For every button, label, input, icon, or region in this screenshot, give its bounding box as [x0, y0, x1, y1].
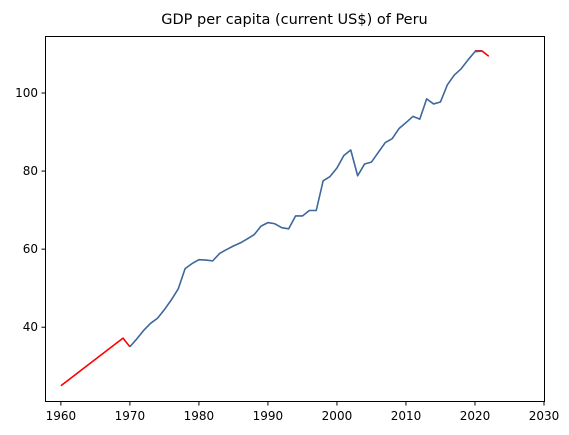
x-tick-label: 1970 [115, 409, 146, 423]
y-tick-label: 100 [15, 86, 38, 100]
series-layer [60, 50, 490, 387]
x-tick-label: 2010 [391, 409, 422, 423]
x-tick-label: 1960 [46, 409, 77, 423]
x-tick-label: 2030 [529, 409, 560, 423]
x-tick-label: 1980 [184, 409, 215, 423]
y-tick-label: 40 [23, 320, 38, 334]
x-tick-label: 1990 [253, 409, 284, 423]
plot-frame [45, 36, 545, 402]
series-line-1 [60, 337, 131, 387]
y-tick-label: 80 [23, 164, 38, 178]
y-axis: 40 60 80 100 [15, 86, 46, 334]
chart-title: GDP per capita (current US$) of Peru [161, 12, 428, 28]
x-tick-label: 2000 [322, 409, 353, 423]
series-line-3 [129, 50, 482, 348]
x-axis: 1960 1970 1980 1990 2000 2010 2020 2030 [46, 401, 560, 423]
x-tick-label: 2020 [460, 409, 491, 423]
y-tick-label: 60 [23, 242, 38, 256]
